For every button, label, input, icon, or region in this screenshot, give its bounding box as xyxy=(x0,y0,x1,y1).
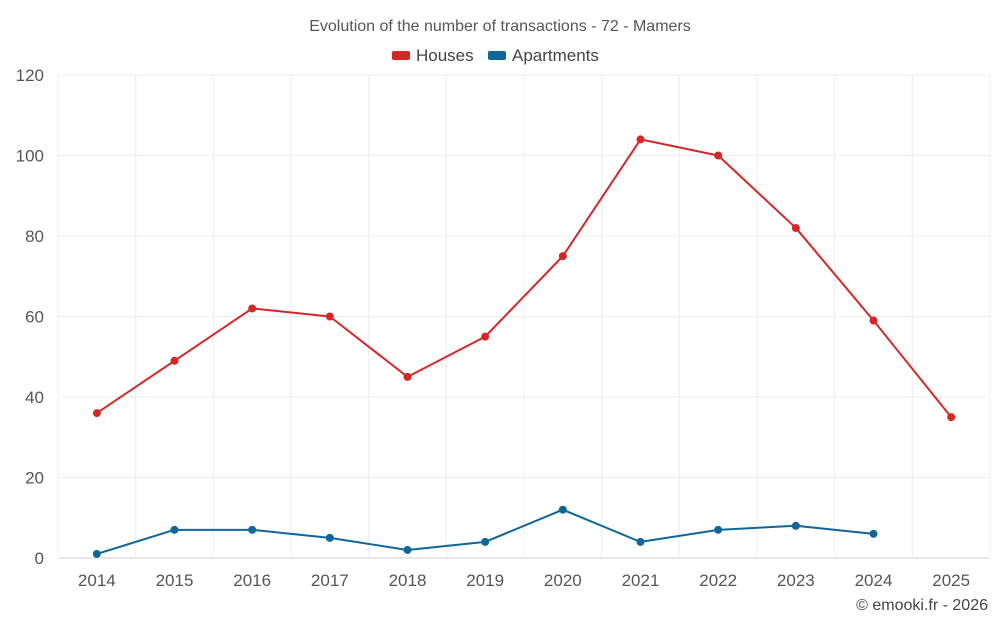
data-point-houses[interactable] xyxy=(248,304,257,313)
data-point-apartments[interactable] xyxy=(92,549,101,558)
data-point-apartments[interactable] xyxy=(558,505,567,514)
data-point-apartments[interactable] xyxy=(403,545,412,554)
data-point-houses[interactable] xyxy=(170,356,179,365)
x-tick-label: 2018 xyxy=(389,571,427,590)
data-point-apartments[interactable] xyxy=(170,525,179,534)
chart-title: Evolution of the number of transactions … xyxy=(309,18,691,35)
x-tick-label: 2016 xyxy=(233,571,271,590)
x-tick-label: 2022 xyxy=(699,571,737,590)
x-axis: 2014 2015 2016 2017 2018 2019 2020 2021 2022 2023… xyxy=(78,571,970,590)
data-point-houses[interactable] xyxy=(92,409,101,418)
legend-label-apartments[interactable]: Apartments xyxy=(512,46,599,65)
y-axis: 0 20 40 60 80 100 120 xyxy=(16,66,44,568)
data-point-houses[interactable] xyxy=(481,332,490,341)
x-tick-label: 2014 xyxy=(78,571,116,590)
legend: Houses Apartments xyxy=(392,46,599,65)
series-line-houses xyxy=(96,138,952,418)
data-point-apartments[interactable] xyxy=(248,525,257,534)
series-houses xyxy=(92,135,956,422)
data-point-houses[interactable] xyxy=(791,223,800,232)
x-tick-label: 2017 xyxy=(311,571,349,590)
legend-label-houses[interactable]: Houses xyxy=(416,46,474,65)
x-tick-label: 2023 xyxy=(777,571,815,590)
data-point-houses[interactable] xyxy=(714,151,723,160)
y-tick-label: 40 xyxy=(25,388,44,407)
data-point-apartments[interactable] xyxy=(325,533,334,542)
data-point-apartments[interactable] xyxy=(636,537,645,546)
x-tick-label: 2025 xyxy=(932,571,970,590)
legend-swatch-houses[interactable] xyxy=(392,51,410,60)
x-tick-label: 2020 xyxy=(544,571,582,590)
x-tick-label: 2024 xyxy=(855,571,893,590)
series-group xyxy=(92,135,956,558)
data-point-apartments[interactable] xyxy=(481,537,490,546)
data-point-apartments[interactable] xyxy=(791,521,800,530)
x-tick-label: 2021 xyxy=(622,571,660,590)
credit-text: © emooki.fr - 2026 xyxy=(856,597,988,614)
grid xyxy=(57,74,991,559)
data-point-houses[interactable] xyxy=(636,135,645,144)
data-point-houses[interactable] xyxy=(325,312,334,321)
y-tick-label: 0 xyxy=(35,549,44,568)
data-point-houses[interactable] xyxy=(947,413,956,422)
series-apartments xyxy=(92,505,878,558)
y-tick-label: 120 xyxy=(16,66,44,85)
x-tick-label: 2015 xyxy=(156,571,194,590)
data-point-houses[interactable] xyxy=(558,252,567,261)
y-tick-label: 80 xyxy=(25,227,44,246)
data-point-houses[interactable] xyxy=(403,372,412,381)
data-point-apartments[interactable] xyxy=(714,525,723,534)
x-tick-label: 2019 xyxy=(466,571,504,590)
y-tick-label: 20 xyxy=(25,469,44,488)
y-tick-label: 100 xyxy=(16,147,44,166)
y-tick-label: 60 xyxy=(25,308,44,327)
data-point-houses[interactable] xyxy=(869,316,878,325)
legend-swatch-apartments[interactable] xyxy=(488,51,506,60)
data-point-apartments[interactable] xyxy=(869,529,878,538)
